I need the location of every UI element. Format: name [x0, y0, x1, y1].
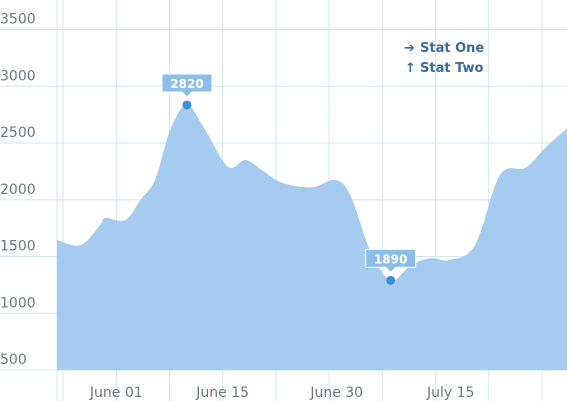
y-tick-label: 3500	[0, 12, 36, 28]
legend-arrow: ↑	[405, 61, 416, 76]
y-tick-label: 3000	[0, 68, 36, 84]
legend-arrow: ➔	[404, 41, 415, 56]
annotation-bubble	[161, 73, 213, 98]
x-tick-label: July 15	[426, 385, 474, 401]
plot	[57, 104, 567, 370]
point	[182, 100, 192, 110]
x-tick-label: June 01	[89, 385, 143, 401]
legend-entry: Stat Two	[420, 61, 484, 76]
point	[386, 275, 396, 285]
annotation-bubble	[365, 248, 417, 274]
y-tick-label: 500	[0, 352, 27, 368]
x-tick-label: June 30	[309, 385, 363, 401]
legend-entry: Stat One	[420, 41, 484, 56]
x-tick-label: June 15	[195, 385, 249, 401]
y-tick-label: 1500	[0, 239, 36, 255]
annotation-label: 1890	[374, 252, 407, 266]
area	[57, 104, 567, 370]
y-tick-label: 1000	[0, 295, 36, 311]
annotation-label: 2820	[170, 77, 203, 91]
labels: 500 1000 1500 2000 2500 3000 3500 June 01 June 1…	[0, 12, 474, 401]
y-tick-label: 2500	[0, 125, 36, 141]
y-tick-label: 2000	[0, 182, 36, 198]
